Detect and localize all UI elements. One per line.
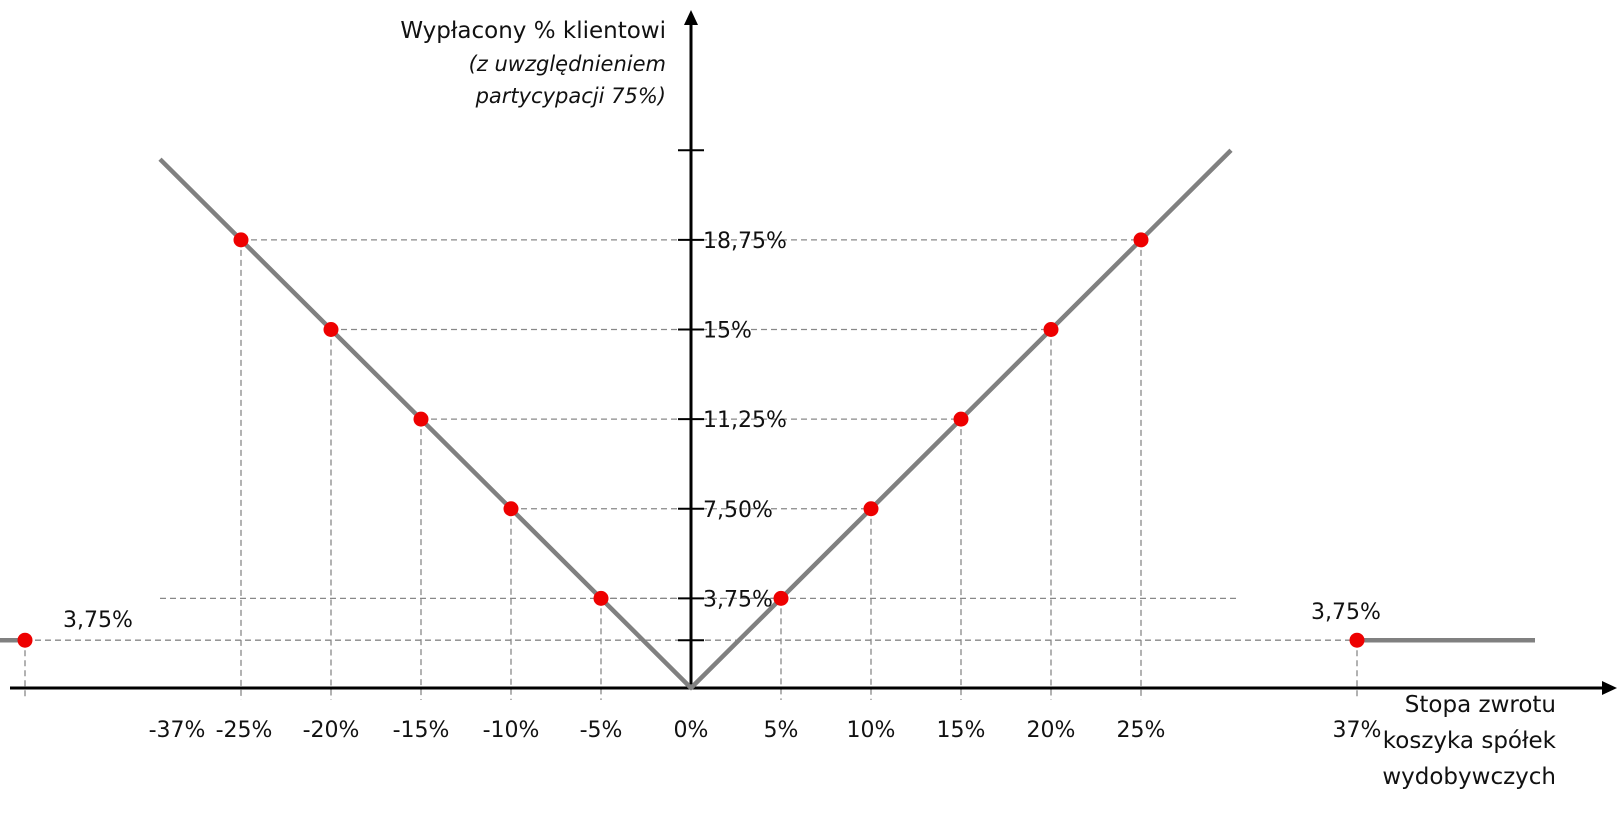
payoff-point [1043,322,1059,337]
x-axis-title-line1: Stopa zwrotu [1405,692,1556,718]
x-tick-label: -10% [483,718,540,743]
x-tick-label: 10% [847,718,896,743]
y-tick-label: 18,75% [703,229,787,254]
y-tick-label: 7,50% [703,498,773,523]
x-tick-label: 20% [1027,718,1076,743]
left-floor-label: 3,75% [63,608,133,633]
payoff-point [503,501,519,517]
y-axis-subtitle-line1: (z uwzględnieniem [469,52,666,76]
payoff-point [593,590,609,606]
x-axis-arrow [1602,681,1617,695]
payoff-point [17,632,33,648]
right-floor-label: 3,75% [1311,600,1381,625]
y-axis-title: Wypłacony % klientowi [400,18,666,44]
y-axis-arrow [684,10,698,25]
payoff-point [323,322,339,337]
tick-labels: -37% -25% -20% -15% -10% -5% 0% 5% 10% 15% 20% 25% 3… [149,229,1382,743]
payoff-point [1133,232,1149,248]
payoff-point [953,411,969,427]
x-tick-label: -25% [216,718,273,743]
y-axis-subtitle-line2: partycypacji 75%) [475,84,666,108]
x-tick-label: -20% [303,718,360,743]
x-tick-label: 0% [674,718,709,743]
payoff-point [1349,632,1365,648]
y-tick-label: 3,75% [703,587,773,612]
x-tick-label: 5% [764,718,799,743]
payoff-points [17,232,1365,648]
x-tick-label: 15% [937,718,986,743]
x-tick-label: 37% [1333,718,1382,743]
guide-lines [24,239,1358,700]
payoff-point [863,501,879,517]
axes [10,10,1617,695]
x-tick-label: -5% [580,718,623,743]
y-tick-label: 11,25% [703,408,787,433]
payoff-point [413,411,429,427]
x-tick-label: -15% [393,718,450,743]
x-tick-label: -37% [149,718,206,743]
x-tick-label: 25% [1117,718,1166,743]
payoff-point [773,590,789,606]
payoff-point [233,232,249,248]
x-axis-title-line3: wydobywczych [1382,764,1556,790]
y-tick-label: 15% [703,319,752,344]
x-axis-title-line2: koszyka spółek [1383,728,1557,754]
